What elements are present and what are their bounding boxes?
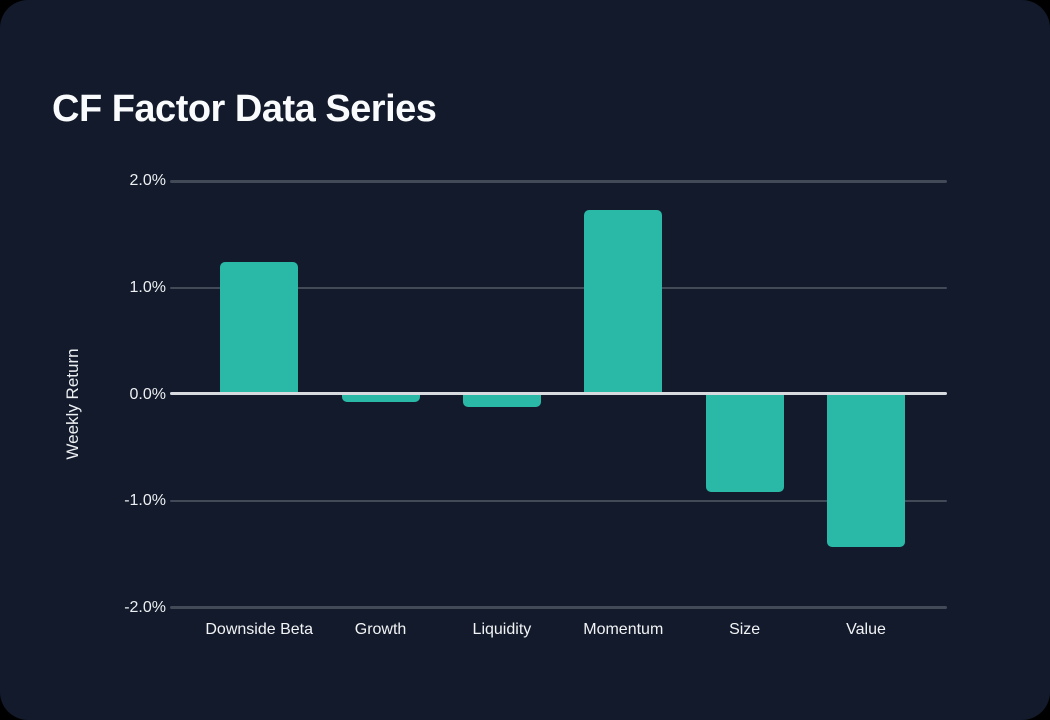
gridline--2 [170, 606, 947, 609]
y-tick-label--2: -2.0% [124, 598, 166, 616]
x-tick-label-value: Value [846, 621, 886, 638]
gridline-1 [170, 286, 947, 290]
y-tick-label-1: 1.0% [129, 278, 166, 296]
bar-growth [341, 394, 420, 402]
chart-title: CF Factor Data Series [52, 88, 437, 131]
gridline-2 [170, 180, 947, 183]
zero-line [170, 391, 947, 396]
y-tick-label-0: 0.0% [129, 385, 166, 403]
x-tick-label-downside-beta: Downside Beta [205, 621, 313, 638]
bar-momentum [584, 210, 663, 395]
x-tick-label-liquidity: Liquidity [472, 621, 532, 638]
gridline--1 [170, 499, 947, 503]
y-tick-label--1: -1.0% [124, 492, 166, 510]
bar-downside-beta [220, 262, 299, 395]
x-tick-label-momentum: Momentum [583, 621, 664, 638]
x-tick-label-size: Size [729, 621, 761, 638]
bar-value [827, 394, 905, 547]
bar-liquidity [462, 394, 541, 408]
y-tick-label-2: 2.0% [129, 172, 166, 190]
x-tick-label-growth: Growth [354, 621, 407, 638]
bar-size [705, 394, 784, 492]
